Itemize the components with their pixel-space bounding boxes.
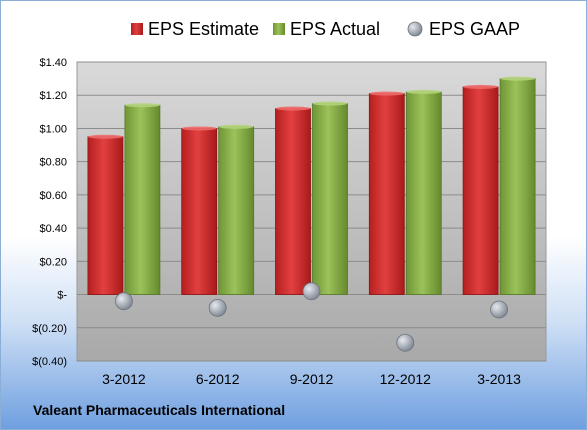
- bar-top: [500, 76, 536, 81]
- y-tick-label: $0.60: [39, 190, 67, 202]
- bar-top: [181, 126, 217, 131]
- company-name: Valeant Pharmaceuticals International: [33, 402, 286, 418]
- legend: EPS Estimate EPS Actual EPS GAAP: [131, 19, 520, 39]
- y-tick-label: $(0.20): [32, 323, 67, 335]
- x-tick-label: 3-2012: [102, 371, 146, 387]
- bar-top: [275, 106, 311, 111]
- y-tick-label: $1.20: [39, 90, 67, 102]
- y-tick-label: $-: [57, 290, 67, 302]
- y-tick-label: $(0.40): [32, 356, 67, 368]
- legend-label: EPS Estimate: [148, 19, 259, 39]
- y-tick-label: $0.20: [39, 256, 67, 268]
- bar-top: [406, 89, 442, 94]
- gaap-point: [208, 298, 227, 317]
- bars: [87, 76, 536, 295]
- bar-eps-actual: [405, 91, 442, 295]
- bar-eps-estimate: [368, 93, 405, 295]
- y-tick-label: $1.40: [39, 57, 67, 69]
- x-axis: 3-2012 6-2012 9-2012 12-2012 3-2013: [102, 371, 521, 387]
- legend-swatch: [131, 23, 143, 35]
- gaap-point: [490, 300, 509, 319]
- bar-top: [218, 124, 254, 129]
- y-tick-label: $1.00: [39, 123, 67, 135]
- bar-top: [463, 84, 499, 89]
- legend-label: EPS Actual: [290, 19, 380, 39]
- x-tick-label: 9-2012: [290, 371, 334, 387]
- legend-label: EPS GAAP: [429, 19, 520, 39]
- y-tick-label: $0.80: [39, 157, 67, 169]
- bar-eps-estimate: [462, 86, 499, 295]
- x-tick-label: 3-2013: [477, 371, 521, 387]
- gaap-points: [115, 282, 509, 352]
- legend-swatch: [273, 23, 285, 35]
- bar-top: [312, 101, 348, 106]
- bar-eps-actual: [124, 104, 161, 295]
- bar-eps-estimate: [275, 108, 311, 295]
- bar-top: [124, 103, 160, 108]
- bar-eps-actual: [312, 103, 348, 295]
- bar-top: [87, 134, 123, 139]
- gaap-point: [115, 292, 133, 311]
- bar-eps-actual: [218, 126, 255, 295]
- x-tick-label: 6-2012: [196, 371, 240, 387]
- x-tick-label: 12-2012: [380, 371, 432, 387]
- gaap-point: [302, 282, 321, 301]
- legend-swatch: [407, 21, 423, 37]
- y-axis: $(0.40) $(0.20) $- $0.20 $0.40 $0.60 $0.80 $1.0…: [32, 57, 67, 368]
- gaap-point: [396, 333, 415, 352]
- bar-eps-actual: [499, 78, 536, 295]
- bar-eps-estimate: [181, 128, 218, 295]
- bar-eps-estimate: [87, 136, 124, 295]
- y-tick-label: $0.40: [39, 223, 67, 235]
- bar-top: [369, 91, 405, 96]
